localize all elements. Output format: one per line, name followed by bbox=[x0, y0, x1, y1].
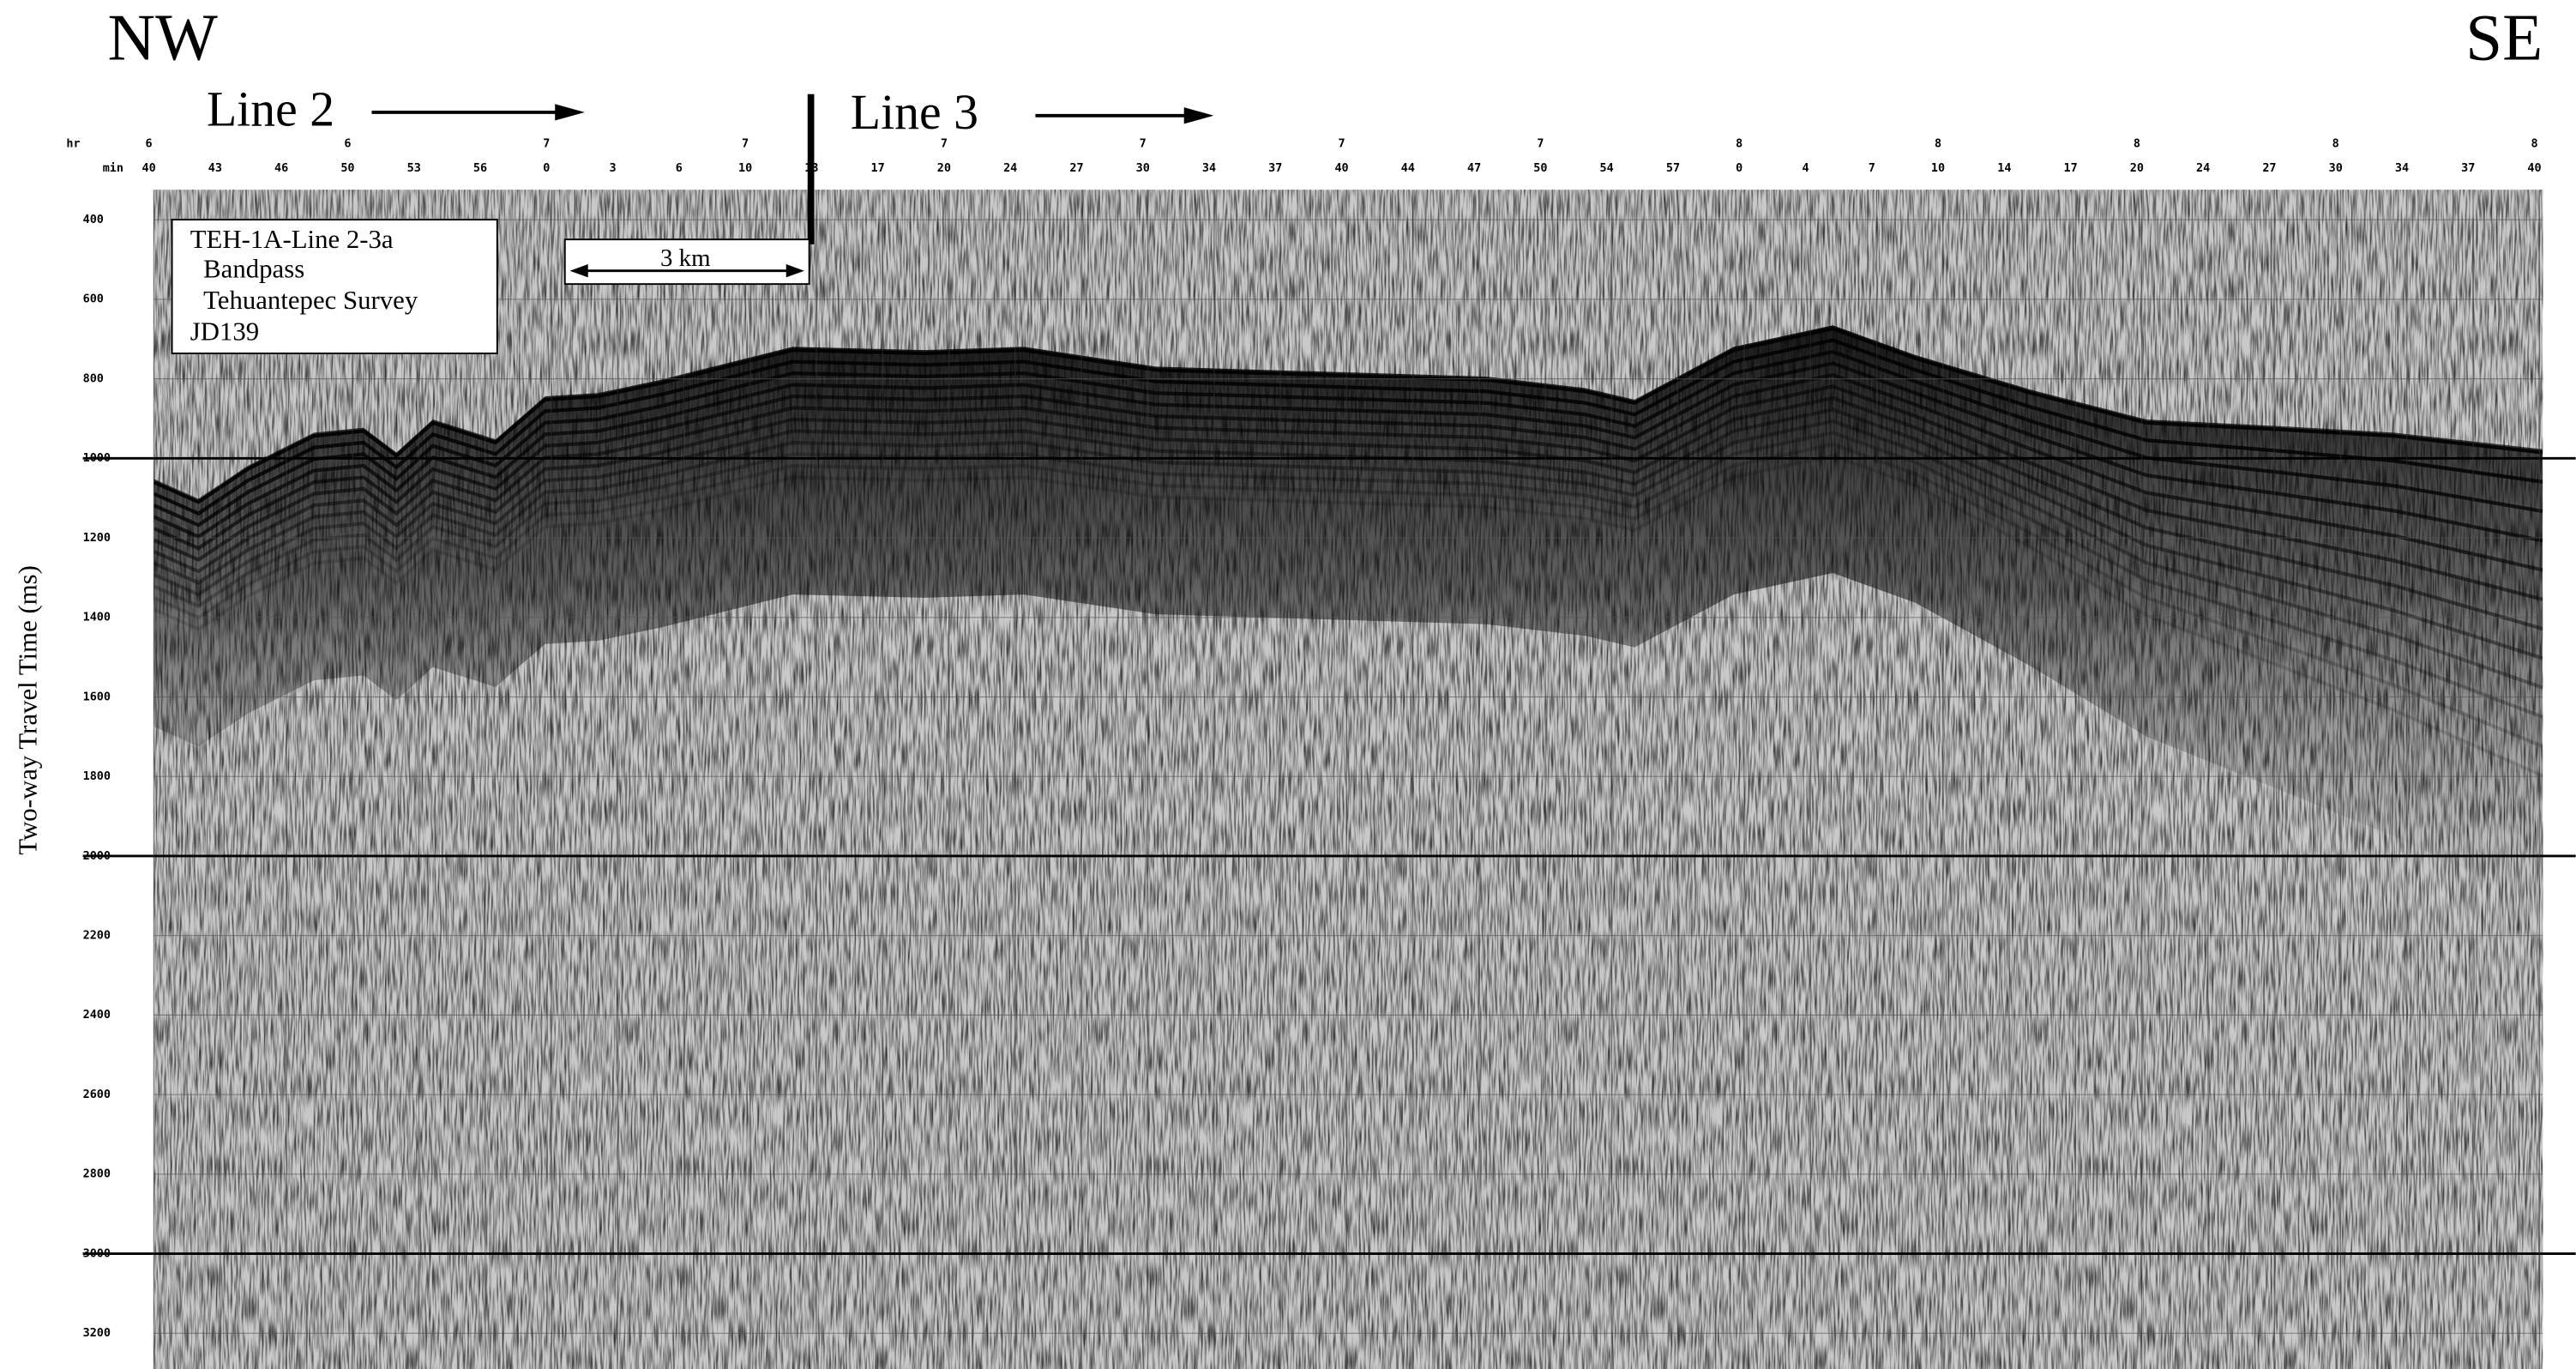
minute-label: 6 bbox=[676, 161, 683, 175]
info-text: JD139 bbox=[190, 317, 259, 347]
minute-label: 7 bbox=[1869, 161, 1875, 175]
minute-label: 17 bbox=[871, 161, 885, 175]
arrow-head bbox=[569, 264, 588, 278]
minute-label: 27 bbox=[1069, 161, 1083, 175]
y-tick-label: 1600 bbox=[83, 690, 111, 703]
hour-label: 7 bbox=[543, 136, 550, 150]
minute-label: 47 bbox=[1467, 161, 1481, 175]
minute-label: 20 bbox=[2130, 161, 2144, 175]
minute-label: 46 bbox=[274, 161, 288, 175]
minute-label: 27 bbox=[2262, 161, 2276, 175]
minute-label: 24 bbox=[1003, 161, 1017, 175]
minute-label: 30 bbox=[1136, 161, 1150, 175]
minute-label: 40 bbox=[1334, 161, 1348, 175]
min-label: min bbox=[103, 161, 123, 175]
line-label: Line 3 bbox=[851, 86, 978, 140]
line-label: Line 2 bbox=[207, 82, 334, 136]
minute-label: 0 bbox=[543, 161, 550, 175]
minute-label: 50 bbox=[1533, 161, 1547, 175]
hour-label: 8 bbox=[2332, 136, 2339, 150]
minute-label: 17 bbox=[2063, 161, 2077, 175]
hr-label: hr bbox=[66, 136, 80, 150]
minute-label: 3 bbox=[609, 161, 616, 175]
y-tick-label: 2200 bbox=[83, 929, 111, 943]
minute-label: 40 bbox=[141, 161, 155, 175]
minute-label: 57 bbox=[1666, 161, 1680, 175]
minute-label: 37 bbox=[2461, 161, 2475, 175]
hour-label: 6 bbox=[146, 136, 153, 150]
hour-label: 7 bbox=[742, 136, 749, 150]
direction-left: NW bbox=[107, 0, 218, 74]
y-tick-label: 400 bbox=[83, 213, 104, 226]
y-tick-label: 600 bbox=[83, 292, 104, 306]
minute-label: 40 bbox=[2527, 161, 2541, 175]
hour-label: 8 bbox=[1736, 136, 1742, 150]
minute-label: 34 bbox=[1202, 161, 1216, 175]
scale-bar-label: 3 km bbox=[660, 244, 711, 272]
arrow-head bbox=[555, 104, 585, 121]
hour-label: 7 bbox=[1537, 136, 1544, 150]
minute-label: 34 bbox=[2395, 161, 2409, 175]
arrow-head bbox=[785, 264, 804, 278]
minute-label: 43 bbox=[208, 161, 222, 175]
hour-label: 8 bbox=[1935, 136, 1941, 150]
minute-label: 24 bbox=[2196, 161, 2210, 175]
minute-label: 4 bbox=[1802, 161, 1809, 175]
minute-label: 53 bbox=[407, 161, 421, 175]
minute-label: 44 bbox=[1401, 161, 1415, 175]
y-axis-title: Two-way Travel Time (ms) bbox=[14, 565, 43, 854]
y-tick-label: 2400 bbox=[83, 1008, 111, 1022]
hour-label: 6 bbox=[344, 136, 351, 150]
info-text: Bandpass bbox=[203, 254, 304, 283]
minute-label: 13 bbox=[804, 161, 818, 175]
hour-label: 7 bbox=[1140, 136, 1147, 150]
y-tick-label: 3000 bbox=[83, 1246, 111, 1260]
y-tick-label: 2800 bbox=[83, 1167, 111, 1181]
minute-label: 56 bbox=[473, 161, 487, 175]
minute-label: 10 bbox=[1931, 161, 1945, 175]
hour-label: 7 bbox=[1339, 136, 1345, 150]
minute-label: 50 bbox=[340, 161, 354, 175]
y-tick-label: 1400 bbox=[83, 611, 111, 624]
y-tick-label: 1000 bbox=[83, 451, 111, 465]
seismic-traces bbox=[153, 190, 2543, 1369]
minute-label: 30 bbox=[2329, 161, 2343, 175]
info-text: Tehuantepec Survey bbox=[203, 286, 418, 315]
info-text: TEH-1A-Line 2-3a bbox=[190, 225, 394, 254]
y-tick-label: 3200 bbox=[83, 1326, 111, 1340]
minute-label: 54 bbox=[1600, 161, 1614, 175]
minute-label: 0 bbox=[1736, 161, 1742, 175]
info-box bbox=[171, 219, 498, 354]
y-tick-label: 800 bbox=[83, 371, 104, 385]
y-tick-label: 2000 bbox=[83, 849, 111, 863]
hour-label: 8 bbox=[2531, 136, 2537, 150]
minute-label: 14 bbox=[1997, 161, 2011, 175]
grid bbox=[82, 190, 2576, 1369]
arrow-head bbox=[1183, 107, 1214, 124]
y-tick-label: 2600 bbox=[83, 1088, 111, 1101]
hour-label: 8 bbox=[2134, 136, 2140, 150]
minute-label: 37 bbox=[1268, 161, 1282, 175]
minute-label: 20 bbox=[937, 161, 951, 175]
y-tick-label: 1200 bbox=[83, 531, 111, 545]
scale-bar-box bbox=[563, 238, 810, 286]
direction-right: SE bbox=[2465, 0, 2543, 74]
y-tick-label: 1800 bbox=[83, 769, 111, 783]
minute-label: 10 bbox=[738, 161, 752, 175]
hour-label: 7 bbox=[941, 136, 948, 150]
